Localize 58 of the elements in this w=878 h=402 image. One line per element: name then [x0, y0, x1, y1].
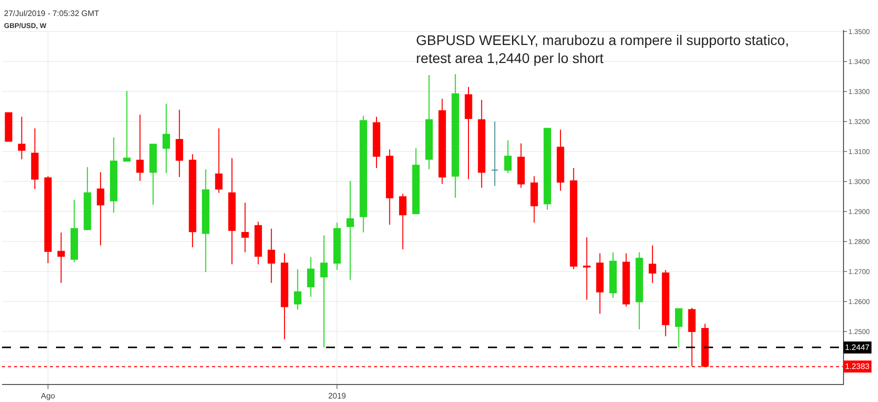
candlestick	[44, 176, 52, 264]
candlestick	[215, 128, 223, 194]
candlestick	[149, 144, 157, 206]
candlestick	[544, 128, 552, 210]
candlestick	[583, 236, 590, 300]
candlestick	[556, 129, 564, 192]
candlestick	[268, 228, 276, 284]
ref-line-label: 1.2447	[845, 343, 870, 352]
candlestick	[228, 158, 236, 265]
ref-line-label: 1.2383	[845, 362, 870, 371]
candlestick	[675, 308, 682, 348]
candlestick	[123, 90, 131, 162]
candlestick	[636, 252, 644, 330]
candlestick	[662, 270, 670, 337]
candlestick	[320, 235, 328, 348]
candlestick	[18, 116, 26, 160]
candlestick	[570, 168, 578, 270]
candlestick	[57, 232, 65, 284]
candlestick	[386, 148, 394, 226]
candlestick	[346, 180, 354, 280]
candlestick	[188, 154, 196, 248]
candlestick	[162, 103, 170, 174]
candlestick	[202, 168, 210, 273]
candlestick	[360, 115, 368, 233]
candlestick	[609, 252, 617, 298]
candlestick	[504, 140, 512, 174]
candlestick	[491, 121, 498, 186]
candlestick	[110, 136, 118, 214]
candlestick	[4, 112, 12, 142]
candlestick	[412, 148, 420, 214]
candlestick	[333, 222, 341, 270]
candlestick	[517, 142, 525, 188]
candlestick	[84, 166, 92, 231]
candlestick	[254, 221, 262, 265]
candlestick	[70, 199, 78, 263]
candlestick	[96, 172, 104, 246]
candlestick	[372, 116, 380, 168]
candlestick	[425, 74, 433, 170]
candlestick	[294, 268, 302, 310]
candlestick	[31, 128, 39, 190]
x-tick-label: 2019	[328, 392, 347, 401]
candlestick	[136, 114, 144, 182]
candlestick	[241, 202, 249, 253]
chart-title: 27/Jul/2019 - 7:05:32 GMT	[4, 9, 100, 18]
candlestick	[596, 252, 604, 314]
candlestick	[452, 74, 460, 198]
annotation: GBPUSD WEEKLY, marubozu a rompere il supporto statico, retest area 1,2440 per lo short	[416, 32, 789, 66]
candlestick	[622, 252, 630, 308]
candlestick	[399, 193, 407, 250]
candlestick	[280, 252, 288, 340]
candlestick	[438, 98, 446, 184]
candlestick	[176, 109, 184, 178]
candlestick	[307, 256, 315, 298]
candlestick	[478, 99, 486, 188]
candlestick	[464, 86, 472, 180]
candlestick	[648, 244, 656, 284]
candlestick	[530, 176, 538, 224]
x-tick-label: Ago	[40, 392, 56, 401]
